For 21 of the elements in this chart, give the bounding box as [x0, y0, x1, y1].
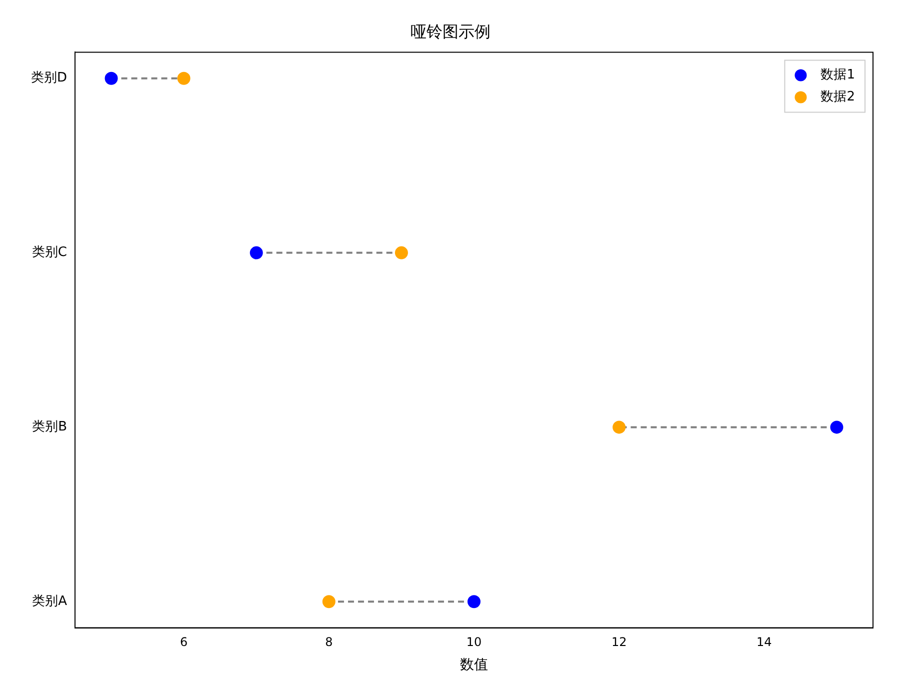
x-tick-label: 10	[466, 635, 482, 650]
point	[250, 246, 263, 260]
point	[394, 246, 408, 260]
point	[468, 595, 481, 608]
point	[104, 72, 118, 85]
point	[612, 420, 626, 434]
y-tick-label: 类别D	[30, 70, 68, 86]
x-tick-label: 6	[180, 635, 188, 650]
legend-label: 数据2	[820, 90, 856, 105]
x-tick-label: 14	[756, 635, 772, 650]
y-tick-label: 类别B	[32, 420, 68, 435]
legend-label: 数据1	[820, 68, 856, 83]
y-tick-label: 类别C	[32, 245, 68, 260]
point	[177, 72, 190, 85]
point	[322, 595, 336, 608]
chart-title: 哑铃图示例	[410, 22, 490, 41]
x-axis-title: 数值	[460, 657, 488, 674]
x-tick-label: 12	[611, 635, 627, 650]
y-tick-label: 类别A	[32, 594, 68, 610]
x-tick-label: 8	[325, 635, 333, 650]
point	[830, 420, 844, 434]
